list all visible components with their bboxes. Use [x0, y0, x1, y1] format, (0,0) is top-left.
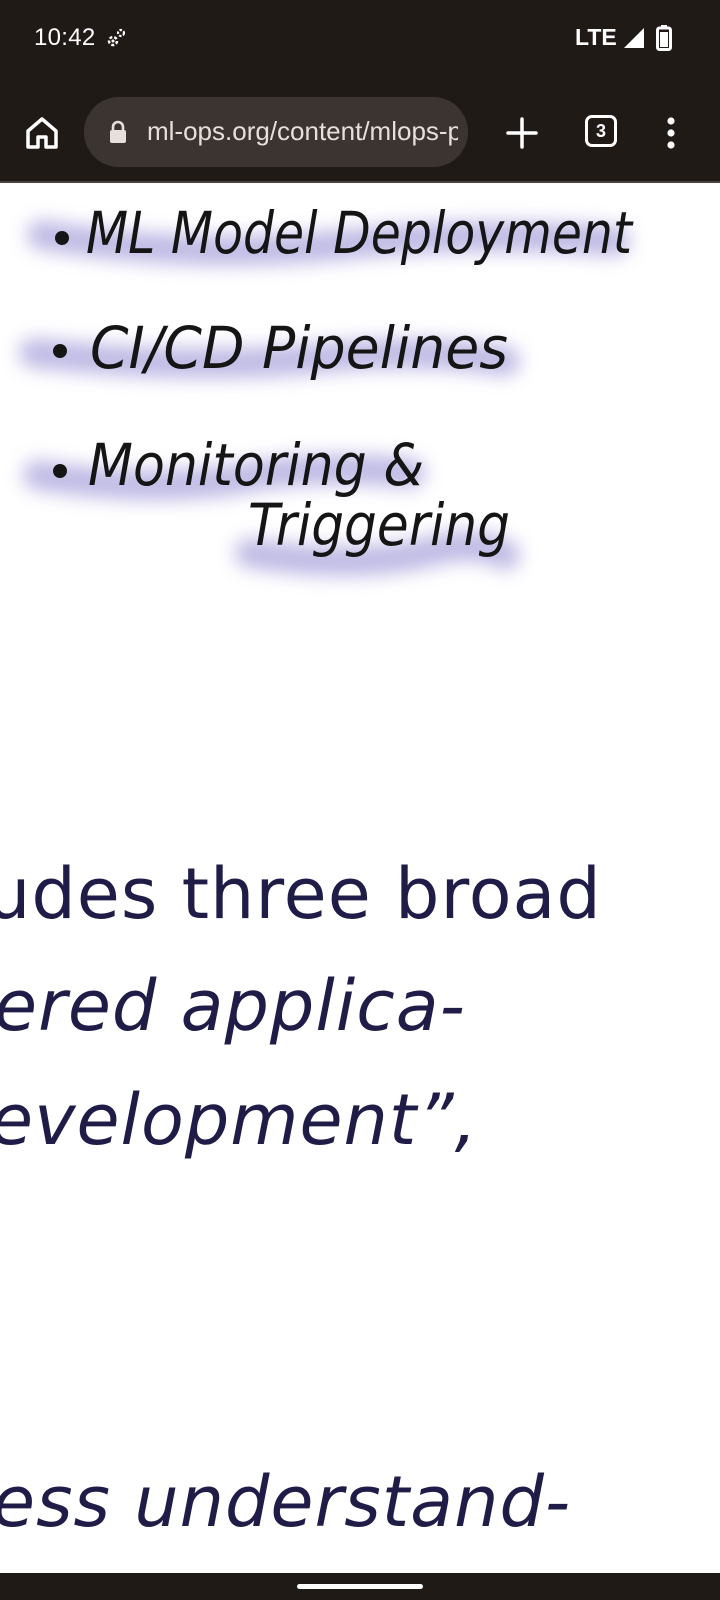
- article-text-line: udes three broad: [0, 853, 602, 935]
- overflow-menu-icon[interactable]: [655, 111, 687, 155]
- article-text-line: ess understand-: [0, 1461, 572, 1543]
- article-text-line: evelopment”,: [0, 1079, 478, 1161]
- url-bar[interactable]: ml-ops.org/content/mlops-principles: [84, 97, 468, 167]
- bullet-triggering: Triggering: [248, 491, 510, 559]
- sync-icon: [107, 28, 126, 47]
- home-icon[interactable]: [20, 111, 64, 155]
- tab-switcher-icon[interactable]: 3: [585, 115, 617, 147]
- bullet-monitoring: Monitoring &: [88, 431, 424, 499]
- bullet-dot-1: [55, 231, 69, 245]
- navigation-bar: [0, 1573, 720, 1600]
- highlight-2: [19, 338, 520, 379]
- gesture-handle[interactable]: [297, 1584, 423, 1589]
- bullet-ci-cd-pipelines: CI/CD Pipelines: [90, 314, 508, 382]
- network-type: LTE: [575, 24, 617, 50]
- status-bar: 10:42 LTE: [0, 0, 720, 80]
- highlight-3: [23, 454, 425, 500]
- bullet-dot-2: [53, 344, 67, 358]
- sketch-illustration: ML Model Deployment CI/CD Pipelines Moni…: [19, 199, 634, 577]
- page-content: ML Model Deployment CI/CD Pipelines Moni…: [0, 183, 720, 1573]
- article-text-line: ered applica-: [0, 965, 466, 1047]
- lock-icon: [110, 120, 126, 143]
- signal-icon: [624, 28, 644, 48]
- battery-icon: [656, 25, 672, 51]
- highlight-1: [27, 220, 630, 266]
- highlight-swashes: [19, 220, 630, 577]
- toolbar-divider: [0, 181, 720, 183]
- highlight-4: [235, 531, 520, 577]
- url-text[interactable]: ml-ops.org/content/mlops-principles: [147, 116, 458, 146]
- bullet-ml-model-deployment: ML Model Deployment: [86, 199, 634, 267]
- status-time: 10:42: [34, 24, 96, 51]
- bullet-dot-3: [53, 464, 67, 478]
- plus-icon[interactable]: [500, 111, 544, 155]
